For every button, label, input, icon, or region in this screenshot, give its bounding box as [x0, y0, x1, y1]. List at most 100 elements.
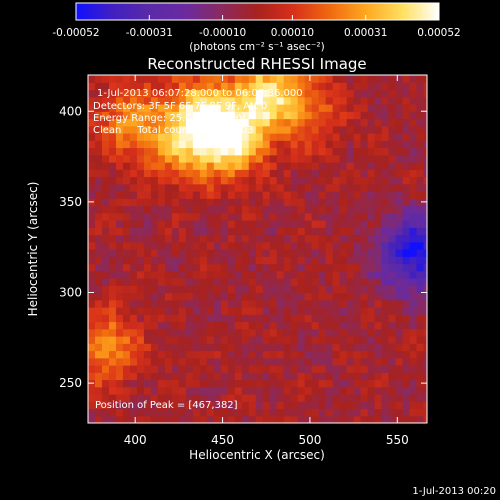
- heatmap-cell: [150, 307, 159, 315]
- heatmap-cell: [136, 285, 145, 294]
- heatmap-cell: [143, 408, 152, 417]
- heatmap-cell: [339, 365, 348, 373]
- heatmap-cell: [88, 220, 96, 228]
- heatmap-cell: [164, 270, 173, 279]
- heatmap-cell: [94, 270, 103, 279]
- heatmap-cell: [192, 220, 201, 228]
- heatmap-cell: [185, 104, 194, 112]
- heatmap-cell: [311, 220, 320, 228]
- heatmap-cell: [129, 241, 138, 250]
- heatmap-cell: [122, 321, 131, 330]
- heatmap-cell: [199, 270, 208, 279]
- heatmap-cell: [318, 162, 327, 170]
- heatmap-cell: [325, 307, 334, 315]
- heatmap-cell: [318, 89, 327, 98]
- heatmap-cell: [297, 328, 306, 337]
- heatmap-cell: [416, 285, 425, 294]
- heatmap-cell: [122, 162, 131, 170]
- heatmap-cell: [416, 183, 425, 192]
- heatmap-cell: [122, 270, 131, 279]
- x-tick-label: 500: [298, 433, 321, 447]
- colorbar-units: (photons cm⁻² s⁻¹ asec⁻²): [189, 41, 324, 53]
- heatmap-cell: [234, 104, 243, 112]
- heatmap-cell: [283, 285, 292, 294]
- heatmap-cell: [248, 125, 257, 134]
- heatmap-cell: [199, 394, 208, 402]
- heatmap-cell: [192, 350, 201, 359]
- heatmap-cell: [381, 263, 390, 272]
- heatmap-cell: [423, 415, 427, 423]
- heatmap-cell: [136, 394, 145, 402]
- heatmap-cell: [185, 357, 194, 366]
- heatmap-cell: [332, 234, 341, 243]
- heatmap-cell: [108, 220, 117, 228]
- annotation-energy-range: Energy Range: 25.0 - 50.0 keV: [93, 113, 246, 124]
- heatmap-cell: [297, 154, 306, 163]
- heatmap-cell: [325, 75, 334, 83]
- heatmap-cell: [206, 328, 215, 337]
- heatmap-cell: [108, 328, 117, 337]
- heatmap-cell: [234, 191, 243, 199]
- x-tick-label: 400: [124, 433, 147, 447]
- heatmap-cell: [297, 394, 306, 402]
- heatmap-cell: [416, 292, 425, 301]
- heatmap-cell: [157, 82, 166, 91]
- heatmap-cell: [248, 401, 257, 410]
- heatmap-cell: [269, 415, 278, 423]
- heatmap-cell: [402, 249, 411, 257]
- heatmap-cell: [269, 89, 278, 98]
- heatmap-cell: [381, 205, 390, 214]
- heatmap-cell: [185, 394, 194, 402]
- heatmap-cell: [94, 183, 103, 192]
- heatmap-cell: [94, 278, 103, 286]
- heatmap-cell: [129, 270, 138, 279]
- heatmap-cell: [101, 263, 110, 272]
- heatmap-cell: [262, 133, 271, 141]
- heatmap-cell: [290, 198, 299, 207]
- heatmap-cell: [325, 328, 334, 337]
- heatmap-cell: [388, 96, 397, 105]
- heatmap-cell: [164, 147, 173, 156]
- heatmap-cell: [388, 205, 397, 214]
- heatmap-cell: [171, 328, 180, 337]
- heatmap-cell: [346, 299, 355, 308]
- heatmap-cell: [339, 285, 348, 294]
- heatmap-cell: [185, 147, 194, 156]
- heatmap-cell: [115, 357, 124, 366]
- heatmap-cell: [276, 176, 285, 185]
- heatmap-cell: [227, 292, 236, 301]
- heatmap-cell: [276, 270, 285, 279]
- heatmap-cell: [297, 408, 306, 417]
- heatmap-cell: [283, 394, 292, 402]
- heatmap-cell: [171, 307, 180, 315]
- heatmap-cell: [199, 336, 208, 344]
- heatmap-cell: [227, 212, 236, 221]
- heatmap-cell: [402, 285, 411, 294]
- heatmap-cell: [88, 212, 96, 221]
- heatmap-cell: [248, 249, 257, 257]
- heatmap-cell: [346, 176, 355, 185]
- heatmap-cell: [290, 162, 299, 170]
- heatmap-cell: [283, 198, 292, 207]
- heatmap-cell: [423, 96, 427, 105]
- heatmap-cell: [395, 140, 404, 149]
- heatmap-cell: [353, 372, 362, 381]
- heatmap-cell: [143, 227, 152, 236]
- heatmap-cell: [374, 401, 383, 410]
- heatmap-cell: [129, 82, 138, 91]
- heatmap-cell: [255, 292, 264, 301]
- heatmap-cell: [269, 162, 278, 170]
- heatmap-cell: [136, 241, 145, 250]
- heatmap-cell: [360, 162, 369, 170]
- heatmap-cell: [297, 357, 306, 366]
- heatmap-cell: [88, 408, 96, 417]
- heatmap-cell: [136, 234, 145, 243]
- heatmap-cell: [416, 263, 425, 272]
- heatmap-cell: [409, 292, 418, 301]
- heatmap-cell: [262, 278, 271, 286]
- heatmap-cell: [213, 227, 222, 236]
- heatmap-cell: [143, 357, 152, 366]
- heatmap-cell: [325, 183, 334, 192]
- heatmap-cell: [171, 256, 180, 265]
- heatmap-cell: [318, 205, 327, 214]
